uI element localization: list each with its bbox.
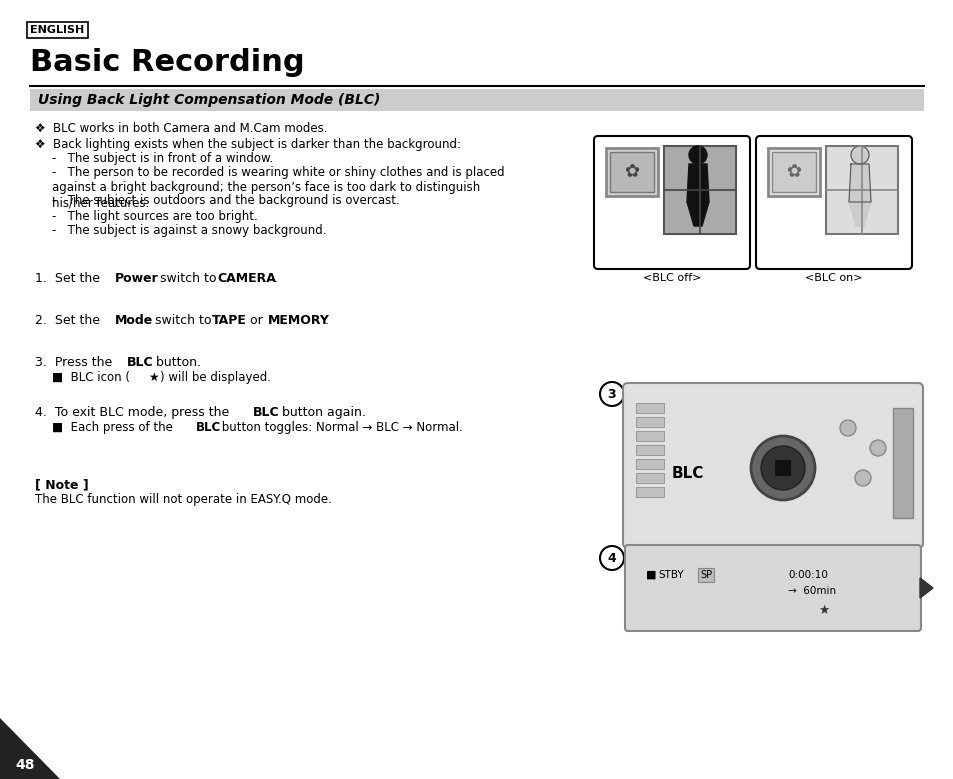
Text: SP: SP (700, 570, 711, 580)
Bar (636, 445, 663, 455)
Circle shape (599, 382, 623, 406)
Text: 3: 3 (607, 387, 616, 400)
Polygon shape (919, 578, 932, 598)
Text: 48: 48 (15, 758, 34, 772)
FancyBboxPatch shape (605, 148, 658, 196)
Circle shape (750, 436, 814, 500)
Text: button toggles: Normal → BLC → Normal.: button toggles: Normal → BLC → Normal. (218, 421, 462, 434)
Text: ✿: ✿ (624, 163, 639, 181)
Polygon shape (0, 718, 60, 779)
Text: ✿: ✿ (785, 163, 801, 181)
FancyBboxPatch shape (594, 136, 749, 269)
Bar (774, 460, 790, 476)
Bar (825, 146, 897, 234)
Text: 4: 4 (607, 552, 616, 565)
Text: -   The light sources are too bright.: - The light sources are too bright. (52, 210, 257, 223)
Text: ❖  BLC works in both Camera and M.Cam modes.: ❖ BLC works in both Camera and M.Cam mod… (35, 122, 327, 135)
Circle shape (854, 470, 870, 486)
Text: switch to: switch to (151, 314, 215, 327)
Text: 2.  Set the: 2. Set the (35, 314, 104, 327)
Bar (636, 459, 663, 469)
Text: ❖  Back lighting exists when the subject is darker than the background:: ❖ Back lighting exists when the subject … (35, 138, 460, 151)
Text: button again.: button again. (277, 406, 366, 419)
Text: 3.  Press the: 3. Press the (35, 356, 116, 369)
Polygon shape (848, 164, 870, 202)
FancyBboxPatch shape (624, 545, 920, 631)
Text: TAPE: TAPE (212, 314, 247, 327)
Bar (636, 403, 663, 413)
Polygon shape (686, 164, 708, 202)
FancyBboxPatch shape (622, 383, 923, 548)
Text: 1.  Set the: 1. Set the (35, 272, 104, 285)
Text: button.: button. (152, 356, 201, 369)
Text: ENGLISH: ENGLISH (30, 25, 84, 35)
Text: [ Note ]: [ Note ] (35, 478, 89, 491)
Polygon shape (686, 202, 698, 226)
Text: -   The subject is outdoors and the background is overcast.: - The subject is outdoors and the backgr… (52, 194, 399, 207)
Polygon shape (859, 202, 870, 226)
Bar (636, 417, 663, 427)
Bar (892, 408, 912, 518)
Text: -   The person to be recorded is wearing white or shiny clothes and is placed
ag: - The person to be recorded is wearing w… (52, 166, 504, 209)
Bar (771, 152, 815, 192)
Polygon shape (698, 202, 708, 226)
Circle shape (599, 546, 623, 570)
Text: ■  BLC icon (: ■ BLC icon ( (52, 371, 130, 384)
Text: BLC: BLC (127, 356, 153, 369)
Text: Using Back Light Compensation Mode (BLC): Using Back Light Compensation Mode (BLC) (38, 93, 380, 107)
Circle shape (840, 420, 855, 436)
Circle shape (688, 146, 706, 164)
Bar (636, 431, 663, 441)
Text: Power: Power (115, 272, 158, 285)
Text: <BLC on>: <BLC on> (804, 273, 862, 283)
Text: ■  Each press of the: ■ Each press of the (52, 421, 176, 434)
FancyBboxPatch shape (767, 148, 820, 196)
Text: .: . (325, 314, 329, 327)
Text: <BLC off>: <BLC off> (642, 273, 700, 283)
Text: ★: ★ (148, 371, 158, 384)
Text: .: . (274, 272, 277, 285)
Polygon shape (848, 202, 859, 226)
Text: MEMORY: MEMORY (268, 314, 330, 327)
Bar (636, 487, 663, 497)
Circle shape (850, 146, 868, 164)
Text: 4.  To exit BLC mode, press the: 4. To exit BLC mode, press the (35, 406, 233, 419)
Text: The BLC function will not operate in EASY.Q mode.: The BLC function will not operate in EAS… (35, 493, 332, 506)
FancyBboxPatch shape (755, 136, 911, 269)
Circle shape (760, 446, 804, 490)
Text: BLC: BLC (253, 406, 279, 419)
Bar (30, 89, 923, 111)
Text: STBY: STBY (658, 570, 683, 580)
Text: 0:00:10: 0:00:10 (787, 570, 827, 580)
Bar (636, 473, 663, 483)
Text: BLC: BLC (195, 421, 221, 434)
Text: Basic Recording: Basic Recording (30, 48, 304, 77)
Circle shape (869, 440, 885, 456)
Text: CAMERA: CAMERA (216, 272, 275, 285)
Text: switch to: switch to (156, 272, 220, 285)
Text: →  60min: → 60min (787, 586, 835, 596)
Text: ■: ■ (645, 570, 656, 580)
Text: ) will be displayed.: ) will be displayed. (160, 371, 271, 384)
Bar (663, 146, 735, 234)
Text: Mode: Mode (115, 314, 153, 327)
Bar (609, 152, 654, 192)
Text: -   The subject is in front of a window.: - The subject is in front of a window. (52, 152, 273, 165)
Text: ★: ★ (817, 604, 828, 617)
Text: or: or (246, 314, 267, 327)
Text: -   The subject is against a snowy background.: - The subject is against a snowy backgro… (52, 224, 326, 237)
Text: BLC: BLC (671, 466, 703, 481)
